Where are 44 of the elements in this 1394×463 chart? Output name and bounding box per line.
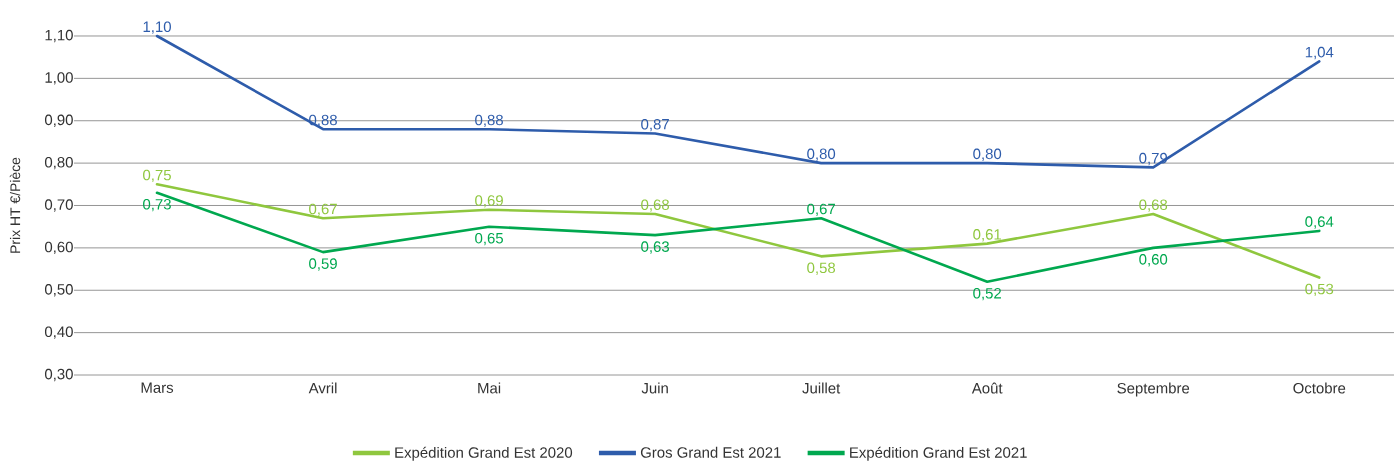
legend-label: Expédition Grand Est 2020 [395, 446, 573, 461]
data-label: 0,73 [143, 198, 171, 212]
data-label: 0,60 [1139, 254, 1168, 267]
y-tick-label: 0,50 [44, 284, 73, 297]
x-tick-label: Avril [308, 382, 337, 394]
data-label: 0,75 [143, 169, 171, 183]
y-axis-title: Prix HT €/Pièce [9, 157, 21, 253]
data-label: 0,87 [641, 118, 669, 132]
data-label: 0,65 [475, 232, 504, 246]
y-tick-label: 1,00 [45, 72, 73, 85]
x-tick-label: Août [971, 382, 1003, 394]
legend-label: Expédition Grand Est 2021 [850, 446, 1027, 461]
y-tick-label: 0,90 [44, 114, 73, 127]
data-label: 0,64 [1305, 216, 1334, 229]
x-tick-label: Mai [478, 382, 501, 394]
data-label: 0,68 [641, 199, 670, 212]
legend-label: Gros Grand Est 2021 [640, 446, 781, 458]
y-tick-label: 0,40 [44, 326, 73, 339]
y-tick-label: 0,70 [44, 199, 73, 212]
data-label: 1,04 [1305, 46, 1334, 60]
data-label: 0,53 [1305, 283, 1334, 297]
data-label: 0,68 [1139, 199, 1168, 212]
y-tick-label: 0,80 [44, 156, 73, 170]
data-label: 0,59 [309, 258, 337, 271]
data-label: 0,79 [1139, 152, 1168, 166]
y-tick-label: 1,10 [45, 29, 73, 43]
x-tick-label: Octobre [1293, 382, 1346, 394]
data-label: 0,88 [475, 114, 503, 128]
data-label: 0,52 [973, 287, 1001, 301]
data-label: 0,67 [807, 203, 835, 217]
x-tick-label: Mars [141, 382, 174, 393]
data-label: 0,58 [807, 262, 836, 275]
data-label: 0,80 [973, 148, 1002, 161]
data-label: 1,10 [143, 21, 171, 34]
y-tick-label: 0,30 [44, 368, 73, 382]
data-label: 0,80 [807, 148, 836, 161]
x-tick-label: Juillet [802, 382, 841, 394]
x-tick-label: Juin [641, 382, 668, 394]
data-label: 0,63 [641, 241, 670, 254]
y-tick-label: 0,60 [44, 241, 73, 255]
data-label: 0,67 [309, 203, 337, 217]
x-tick-label: Septembre [1117, 382, 1190, 397]
data-label: 0,69 [475, 195, 503, 208]
data-label: 0,61 [973, 229, 1002, 242]
